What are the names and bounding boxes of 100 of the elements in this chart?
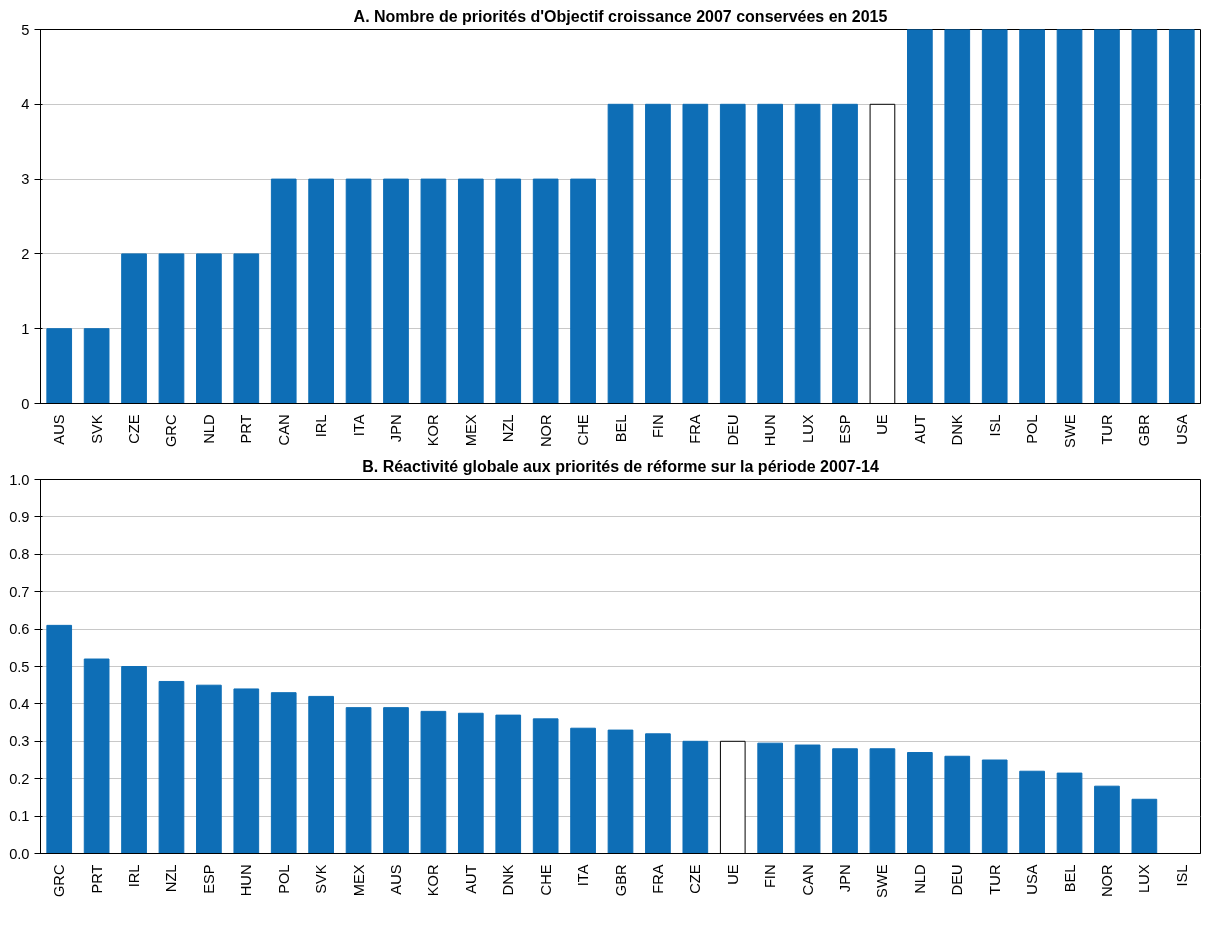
bar	[532, 178, 559, 404]
bar	[457, 178, 484, 404]
y-tick-label: 0.5	[9, 658, 30, 675]
y-tick-label: 1.0	[9, 471, 30, 488]
bar	[1131, 29, 1158, 404]
x-tick-label: LUX	[1136, 864, 1153, 894]
x-tick-label: CZE	[687, 864, 704, 894]
bar	[607, 103, 634, 404]
y-tick-label: 0.1	[9, 808, 30, 825]
bar	[757, 103, 784, 404]
bar	[158, 680, 185, 854]
bar	[420, 178, 447, 404]
bar	[832, 748, 858, 854]
x-tick-label: NZL	[163, 864, 180, 893]
x-tick-label: AUS	[387, 864, 404, 895]
bar	[1094, 785, 1120, 854]
bar	[83, 658, 110, 854]
bar	[907, 752, 933, 854]
y-tick-label: 3	[21, 171, 30, 188]
x-tick-label: BEL	[1061, 864, 1078, 893]
x-tick-label: CHE	[537, 864, 554, 896]
x-tick-label: FRA	[687, 414, 704, 444]
bar	[83, 328, 110, 404]
bar	[570, 727, 596, 854]
bar	[944, 755, 971, 854]
x-tick-label: ITA	[350, 414, 367, 437]
x-tick-label: JPN	[837, 864, 854, 893]
bar	[1056, 772, 1083, 854]
x-tick-label: SVK	[313, 864, 330, 894]
bar	[944, 29, 971, 404]
bar	[981, 759, 1008, 854]
bar	[532, 718, 559, 854]
y-tick-label: 0.4	[9, 695, 30, 712]
x-tick-label: NOR	[1098, 864, 1115, 898]
x-tick-label: USA	[1173, 414, 1190, 445]
x-tick-label: CAN	[275, 414, 292, 446]
x-tick-label: MEX	[462, 414, 479, 447]
bar	[1056, 29, 1083, 404]
x-tick-label: LUX	[799, 414, 816, 444]
y-tick-label: 0.7	[9, 583, 30, 600]
x-tick-label: DNK	[500, 864, 517, 896]
x-tick-label: PRT	[238, 414, 255, 444]
bar	[383, 707, 409, 854]
chart-title: A. Nombre de priorités d'Objectif croissance 2007 conservées en 2015	[353, 7, 888, 25]
x-tick-label: GBR	[1136, 414, 1153, 447]
bar	[570, 178, 596, 404]
bar	[196, 684, 222, 854]
bar	[1131, 798, 1158, 854]
x-tick-label: HUN	[762, 414, 779, 447]
y-tick-label: 0.0	[9, 845, 30, 862]
bar	[719, 103, 746, 404]
bar	[832, 103, 858, 404]
x-tick-label: CAN	[799, 864, 816, 896]
bar	[457, 712, 484, 854]
x-tick-label: PRT	[88, 864, 105, 894]
x-tick-label: BEL	[612, 414, 629, 443]
bar	[495, 178, 522, 404]
bar	[121, 253, 147, 404]
x-tick-label: SWE	[1061, 414, 1078, 448]
bar	[757, 742, 784, 854]
x-tick-label: ESP	[837, 414, 854, 444]
y-tick-label: 1	[21, 320, 30, 337]
bar	[794, 103, 821, 404]
x-tick-label: DNK	[949, 414, 966, 446]
y-tick-label: 2	[21, 245, 30, 262]
x-tick-label: FRA	[649, 864, 666, 894]
bar	[158, 253, 185, 404]
x-tick-label: NZL	[500, 414, 517, 443]
bar	[308, 178, 334, 404]
x-tick-label: UE	[874, 414, 891, 435]
x-tick-label: IRL	[126, 864, 143, 888]
x-tick-label: AUT	[462, 864, 479, 894]
x-tick-label: USA	[1024, 864, 1041, 895]
x-tick-label: POL	[275, 864, 292, 894]
x-tick-label: JPN	[387, 414, 404, 443]
x-tick-label: SVK	[88, 414, 105, 444]
chart-title: B. Réactivité globale aux priorités de réforme sur la période 2007-14	[362, 457, 879, 475]
bar	[270, 692, 297, 854]
x-tick-label: CHE	[575, 414, 592, 446]
x-tick-label: GRC	[163, 414, 180, 448]
bar	[495, 714, 522, 854]
x-tick-label: MEX	[350, 864, 367, 897]
bar	[682, 103, 709, 404]
y-tick-label: 5	[21, 21, 30, 38]
x-tick-label: KOR	[425, 864, 442, 897]
bar	[196, 253, 222, 404]
bar	[233, 688, 260, 854]
bar	[1019, 770, 1045, 854]
bar	[645, 103, 671, 404]
x-tick-label: KOR	[425, 414, 442, 447]
x-tick-label: AUT	[911, 414, 928, 444]
bar	[607, 729, 634, 854]
x-tick-label: GRC	[51, 864, 68, 898]
x-tick-label: IRL	[313, 414, 330, 438]
bar	[121, 666, 147, 854]
bar	[682, 740, 709, 854]
x-tick-label: TUR	[1098, 414, 1115, 445]
y-tick-label: 0.9	[9, 508, 30, 525]
bar	[420, 710, 447, 854]
x-tick-label: NLD	[911, 864, 928, 894]
